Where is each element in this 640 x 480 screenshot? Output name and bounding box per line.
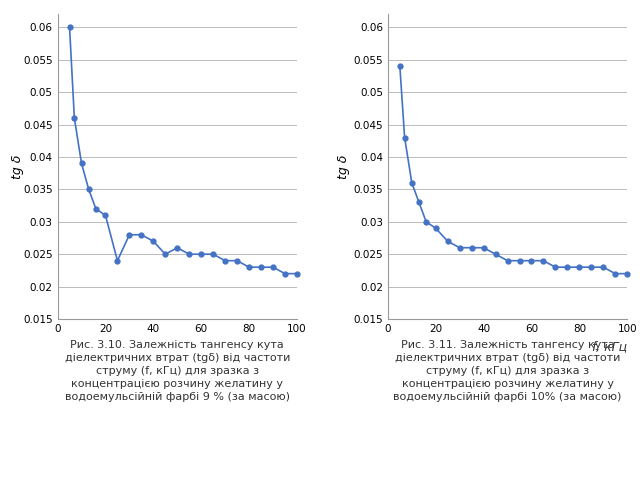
Text: Рис. 3.11. Залежність тангенсу кута
діелектричних втрат (tgδ) від частоти
струму: Рис. 3.11. Залежність тангенсу кута діел… (394, 339, 621, 402)
Y-axis label: tg δ: tg δ (11, 155, 24, 179)
Text: Рис. 3.10. Залежність тангенсу кута
діелектричних втрат (tgδ) від частоти
струму: Рис. 3.10. Залежність тангенсу кута діел… (65, 339, 290, 402)
Text: f, кГц: f, кГц (592, 340, 627, 353)
Y-axis label: tg δ: tg δ (337, 155, 349, 179)
